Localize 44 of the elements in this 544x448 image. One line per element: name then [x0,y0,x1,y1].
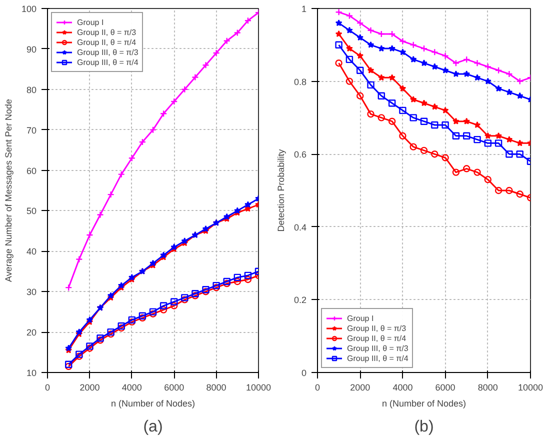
y-tick-label: 1 [301,4,307,14]
y-tick-label: 70 [26,125,37,136]
legend-label: Group III, θ = π/4 [77,57,138,67]
y-tick-label: 40 [26,246,37,257]
legend-label: Group I [347,313,374,323]
x-tick-label: 8000 [206,382,226,392]
text: (b) [414,418,434,436]
x-axis-title: n (Number of Nodes) [110,398,196,408]
x-tick-label: 4000 [392,382,413,392]
legend-label: Group II, θ = π/3 [77,27,136,37]
x-tick-label: 0 [44,382,50,392]
x-tick-label: 0 [314,382,320,392]
x-tick-label: 6000 [435,382,456,392]
y-axis-title: Detection Probability [276,148,286,232]
x-tick-label: 6000 [164,382,184,392]
y-tick-label: 0.6 [294,150,307,160]
y-tick-label: 50 [26,206,37,216]
y-tick-label: 20 [26,328,37,338]
x-tick-label: 2000 [350,382,370,392]
x-tick-label: 8000 [478,382,498,392]
legend-label: Group III, θ = π/3 [77,47,138,57]
legend-label: Group III, θ = π/3 [347,343,408,353]
legend-label: Group I [77,17,104,27]
x-tick-label: 4000 [122,382,142,392]
x-tick-label: 10000 [246,382,272,392]
legend-label: Group II, θ = π/4 [347,333,406,343]
y-tick-label: 30 [26,287,37,298]
y-tick-label: 100 [21,4,37,14]
y-tick-label: 60 [26,166,37,176]
y-tick-label: 0.8 [294,76,307,87]
x-axis-title: n (Number of Nodes) [382,398,466,408]
y-tick-label: 10 [26,368,37,378]
y-axis-title: Average Number of Messages Sent Per Node [3,99,14,282]
y-tick-label: 0 [301,368,307,378]
y-tick-label: 0.4 [294,222,307,232]
y-tick-label: 90 [26,44,37,54]
x-tick-label: 2000 [80,382,100,392]
legend-label: Group III, θ = π/4 [347,353,408,363]
x-tick-label: 10000 [518,382,544,392]
legend-label: Group II, θ = π/3 [347,323,406,333]
text: (a) [143,418,163,436]
y-tick-label: 0.2 [294,295,307,306]
y-tick-label: 80 [26,84,37,95]
legend-label: Group II, θ = π/4 [77,37,136,47]
